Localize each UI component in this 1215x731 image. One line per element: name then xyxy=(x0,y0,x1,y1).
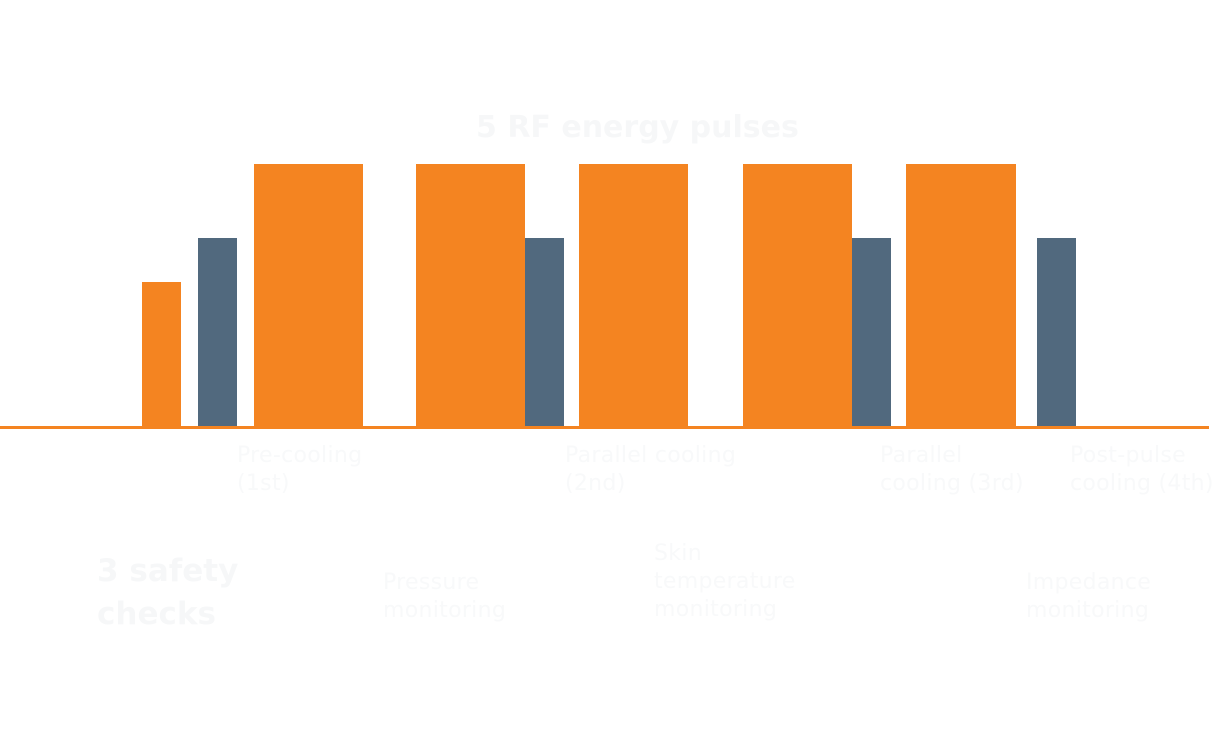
safety-check-impedance: Impedance monitoring xyxy=(1026,570,1152,623)
rf-pulse-bar xyxy=(416,164,525,427)
rf-pulse-bar xyxy=(906,164,1016,427)
cooling-label-parallel-2nd: Parallel cooling (2nd) xyxy=(565,443,737,496)
cooling-bar xyxy=(525,238,564,427)
cooling-bar xyxy=(198,238,237,427)
safety-check-skin-temperature: Skin temperature monitoring xyxy=(654,541,796,622)
cooling-label-post-pulse: Post-pulse cooling (4th) xyxy=(1070,443,1214,496)
cooling-bar xyxy=(1037,238,1076,427)
safety-check-pressure: Pressure monitoring xyxy=(383,570,507,623)
cooling-bar xyxy=(852,238,891,427)
rf-pulse-bar xyxy=(743,164,852,427)
rf-pulse-bar xyxy=(254,164,363,427)
safety-checks-heading: 3 safety checks xyxy=(97,553,239,632)
cooling-label-parallel-3rd: Parallel cooling (3rd) xyxy=(880,443,1024,496)
cooling-label-pre: Pre-cooling (1st) xyxy=(237,443,363,496)
diagram-title: 5 RF energy pulses xyxy=(476,110,799,145)
rf-pulse-bar xyxy=(579,164,688,427)
rf-pulse-bar xyxy=(142,282,181,427)
